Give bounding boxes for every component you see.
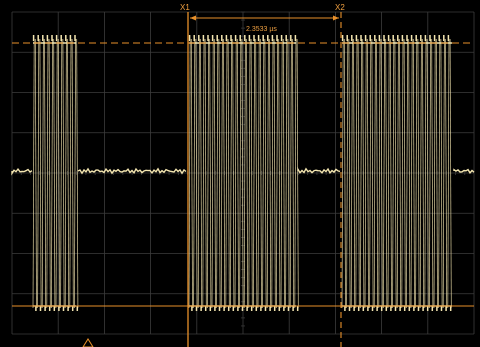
delta-time-readout: 2.3533 µs [246,26,277,33]
idle-segment [11,167,33,176]
cursor-x2-label: X2 [335,3,345,12]
delta-measurement [190,15,339,21]
burst-segment [32,35,79,311]
burst-segment [341,35,452,311]
arrow-left-icon [190,15,196,21]
arrow-right-icon [333,15,339,21]
signal-trace [11,35,475,311]
idle-segment [77,167,187,175]
trigger-marker-icon[interactable] [82,338,94,347]
idle-segment [297,166,341,175]
idle-segment [453,168,475,174]
cursor-x1-label: X1 [180,3,190,12]
